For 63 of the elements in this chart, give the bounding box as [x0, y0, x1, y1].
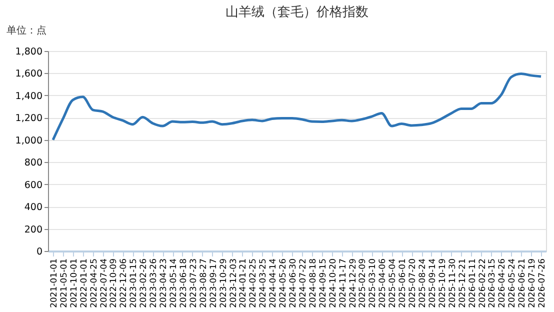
x-tick-label: 2025-08-24: [418, 258, 428, 308]
x-tick-label: 2022-01-01: [79, 258, 90, 308]
y-tick-label: 800: [24, 158, 42, 169]
x-tick-label: 2022-10-09: [109, 258, 120, 308]
y-tick-label: 1,200: [15, 113, 42, 124]
x-tick-label: 2025-06-01: [398, 258, 408, 308]
y-tick-label: 600: [24, 180, 42, 191]
x-tick-label: 2023-12-03: [228, 258, 239, 308]
x-tick-label: 2021-05-01: [59, 258, 70, 308]
x-tick-label: 2026-07-19: [528, 258, 538, 308]
line-series: [52, 72, 542, 142]
x-tick-label: 2026-02-22: [478, 258, 488, 308]
y-tick-label: 1,400: [15, 90, 42, 102]
y-tick-label: 200: [24, 224, 42, 236]
x-tick-label: 2023-05-14: [169, 258, 179, 308]
x-tick-label: 2024-04-14: [268, 258, 279, 308]
y-tick-label: 400: [24, 202, 42, 214]
x-tick-label: 2024-06-30: [288, 258, 299, 308]
x-tick-label: 2024-02-25: [248, 258, 259, 308]
x-tick-label: 2023-06-18: [178, 258, 189, 308]
x-tick-label: 2024-09-15: [318, 258, 328, 308]
x-tick-label: 2023-04-23: [159, 258, 170, 308]
x-tick-label: 2022-12-06: [119, 258, 130, 308]
x-tick-label: 2022-04-25: [89, 258, 100, 308]
x-tick-label: 2026-05-24: [508, 258, 518, 308]
x-tick-label: 2026-03-15: [488, 258, 498, 308]
y-axis-title: 单位：点: [6, 24, 46, 36]
x-tick-label: 2025-10-19: [438, 258, 448, 308]
y-tick-label: 1,000: [15, 135, 42, 146]
x-tick-label: 2023-02-26: [139, 258, 150, 308]
x-tick-label: 2025-04-06: [378, 258, 388, 308]
x-tick-label: 2024-05-26: [278, 258, 289, 308]
x-tick-label: 2025-11-30: [448, 258, 458, 308]
x-tick-label: 2022-07-04: [99, 258, 110, 308]
x-tick-label: 2026-01-11: [468, 258, 478, 308]
x-tick-label: 2025-02-09: [358, 258, 368, 308]
x-tick-label: 2025-09-14: [428, 258, 438, 308]
x-tick-label: 2023-03-26: [149, 258, 160, 308]
x-tick-label: 2023-09-17: [208, 258, 219, 308]
x-tick-label: 2025-03-10: [368, 258, 378, 308]
x-tick-label: 2024-10-20: [328, 258, 338, 308]
y-tick-label: 1,800: [15, 46, 42, 58]
x-tick-label: 2021-01-01: [49, 258, 60, 308]
x-tick-label: 2023-01-15: [129, 258, 140, 308]
x-tick-label: 2024-08-18: [308, 258, 318, 308]
x-tick-label: 2026-06-21: [518, 258, 528, 308]
x-tick-label: 2021-10-01: [69, 258, 80, 308]
y-tick-label: 1,600: [15, 68, 42, 80]
x-tick-label: 2024-12-29: [348, 258, 358, 308]
x-tick-label: 2023-08-27: [198, 258, 209, 308]
chart-title: 山羊绒（套毛）价格指数: [226, 5, 368, 20]
x-tick-label: 2024-11-17: [338, 258, 348, 308]
x-tick-label: 2026-04-26: [498, 258, 508, 308]
x-tick-label: 2026-07-26: [538, 258, 548, 308]
x-tick-label: 2025-07-20: [408, 258, 418, 308]
y-tick-label: 0: [36, 246, 42, 258]
x-tick-label: 2024-07-22: [298, 258, 308, 308]
x-tick-label: 2025-12-21: [458, 258, 468, 308]
x-tick-label: 2024-03-25: [258, 258, 269, 308]
x-tick-label: 2023-07-23: [188, 258, 199, 308]
x-tick-label: 2025-05-04: [388, 258, 398, 308]
x-tick-label: 2023-10-29: [218, 258, 229, 308]
x-tick-label: 2024-01-21: [238, 258, 249, 308]
